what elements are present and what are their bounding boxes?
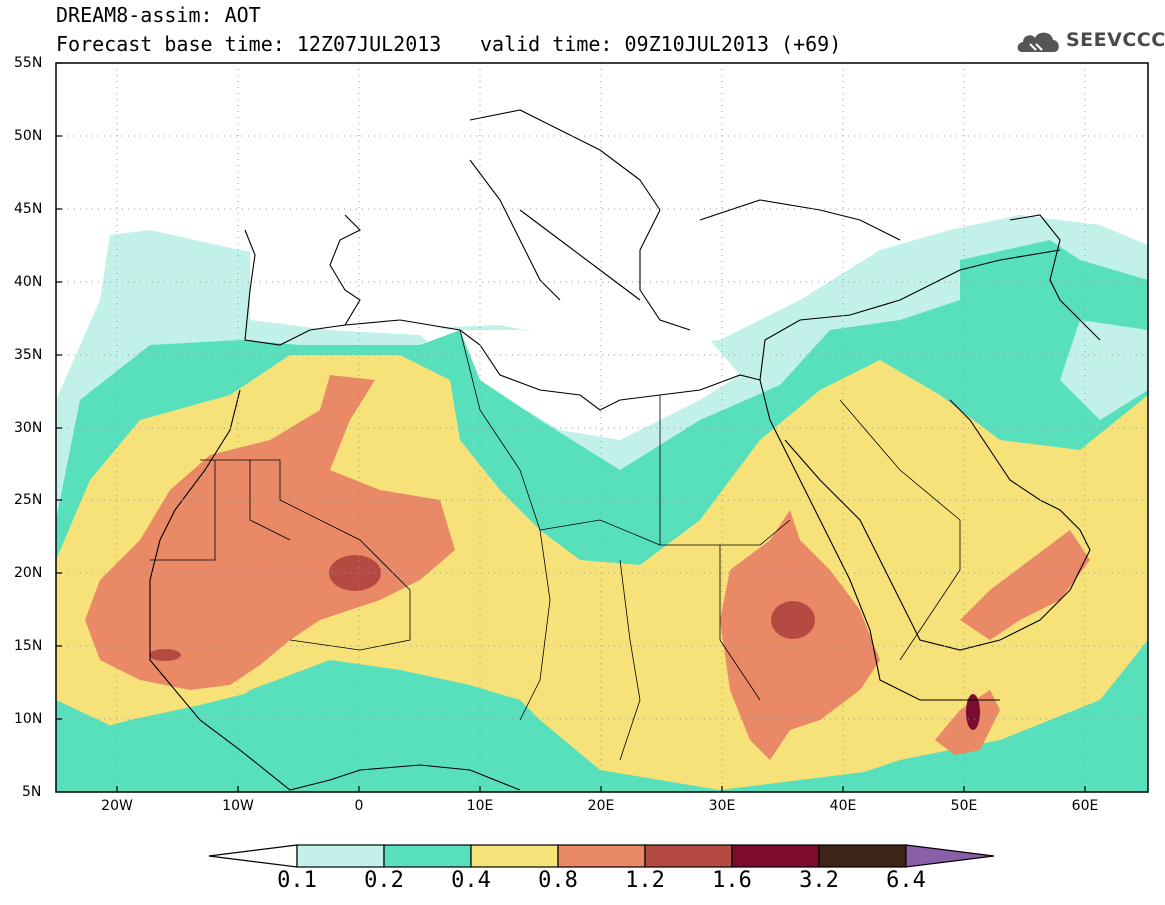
colorbar-label: 6.4: [886, 868, 926, 893]
lon-label: 10W: [222, 798, 254, 814]
aot-contours: [56, 63, 1148, 792]
contour-0.8-west-africa: [85, 375, 455, 690]
map-title: DREAM8-assim: AOT: [56, 3, 261, 27]
lon-label: 20E: [587, 798, 615, 814]
cloud-logo-icon: [1017, 32, 1059, 52]
lon-label: 0: [354, 798, 364, 814]
lat-label: 50N: [14, 128, 43, 144]
colorbar-label: 3.2: [799, 868, 839, 893]
colorbar-label: 0.1: [277, 868, 317, 893]
lon-label: 30E: [708, 798, 736, 814]
axis-ticks: [56, 62, 1086, 792]
colorbar-label: 0.8: [538, 868, 578, 893]
lat-label: 5N: [22, 784, 42, 800]
colorbar-label: 0.2: [364, 868, 404, 893]
lat-label: 45N: [14, 201, 43, 217]
contour-1.2-niger: [329, 555, 381, 591]
colorbar-label: 0.4: [451, 868, 491, 893]
valid-time: valid time: 09Z10JUL2013 (+69): [480, 32, 842, 56]
lat-label: 35N: [14, 347, 43, 363]
lon-label: 40E: [829, 798, 857, 814]
lat-label: 25N: [14, 492, 43, 508]
lon-label: 10E: [466, 798, 494, 814]
lon-label: 60E: [1071, 798, 1099, 814]
lon-label: 20W: [101, 798, 133, 814]
country-borders: [150, 329, 961, 761]
lat-label: 10N: [14, 711, 43, 727]
forecast-base-time: Forecast base time: 12Z07JUL2013: [56, 32, 442, 56]
contour-1.6-somalia: [966, 694, 980, 730]
lat-label: 55N: [14, 55, 43, 71]
lat-label: 30N: [14, 420, 43, 436]
graticule: [56, 63, 1148, 792]
lat-label: 40N: [14, 274, 43, 290]
lat-label: 20N: [14, 565, 43, 581]
coastlines: [149, 109, 1101, 791]
lat-label: 15N: [14, 638, 43, 654]
logo-text: SEEVCCC: [1066, 29, 1165, 51]
lon-label: 50E: [950, 798, 978, 814]
colorbar-label: 1.2: [625, 868, 665, 893]
colorbar-label: 1.6: [712, 868, 752, 893]
